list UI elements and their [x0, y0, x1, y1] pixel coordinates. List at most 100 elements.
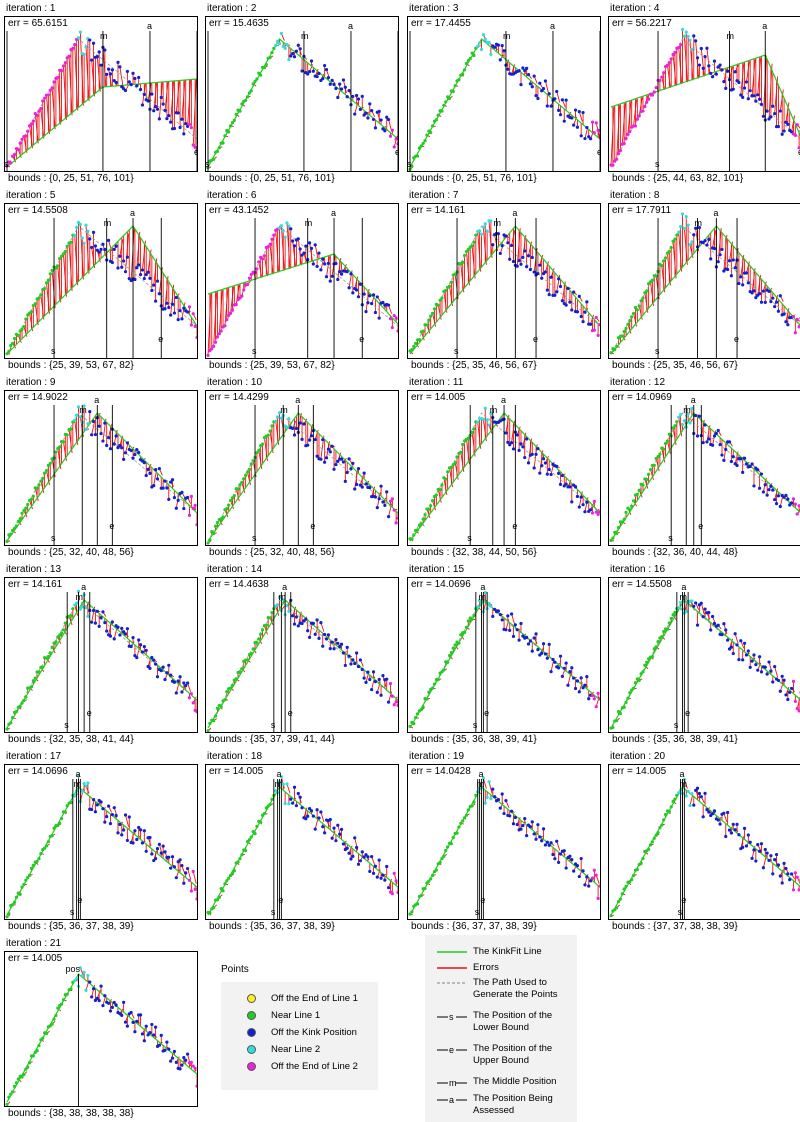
data-point [750, 462, 754, 466]
final-position-label: pos [65, 964, 80, 974]
data-point [615, 906, 619, 910]
kinkfit-line [207, 786, 398, 916]
data-point [225, 507, 229, 511]
data-point [326, 447, 330, 451]
data-point [46, 654, 50, 659]
data-point [377, 677, 381, 682]
data-point [750, 856, 754, 860]
data-point [362, 292, 366, 296]
data-point [710, 614, 715, 619]
data-point [464, 249, 469, 254]
data-point [707, 610, 711, 615]
data-point [726, 810, 730, 815]
data-point [628, 508, 632, 512]
data-point [255, 267, 259, 271]
data-point [245, 95, 250, 99]
error-value: err = 43.1452 [209, 205, 269, 216]
data-point [408, 912, 412, 916]
data-point [447, 653, 452, 658]
data-point [58, 821, 62, 825]
data-point [410, 537, 414, 541]
data-point [508, 814, 512, 818]
data-point [557, 471, 561, 475]
data-point [189, 494, 193, 498]
data-point [620, 892, 624, 896]
data-point [240, 853, 244, 857]
data-point [212, 719, 216, 723]
data-point [61, 998, 66, 1002]
data-point [122, 828, 126, 832]
data-point [532, 832, 536, 836]
data-point [746, 649, 750, 653]
data-point [746, 97, 750, 101]
data-point [332, 647, 336, 651]
data-point [187, 122, 192, 127]
data-point [108, 634, 113, 638]
data-point [306, 72, 310, 76]
data-point [773, 664, 777, 669]
data-point [396, 703, 398, 707]
error-line [556, 91, 561, 103]
data-point [575, 679, 580, 683]
data-point [172, 311, 177, 315]
data-point [705, 46, 709, 50]
data-point [54, 266, 58, 270]
data-point [466, 619, 470, 623]
position-marker-label: m [490, 405, 498, 415]
data-point [184, 1058, 188, 1062]
data-point [396, 516, 398, 520]
data-point [509, 441, 514, 445]
data-point [50, 645, 54, 649]
data-point [545, 288, 549, 292]
data-point [461, 819, 465, 823]
data-point [611, 163, 615, 167]
data-point [215, 898, 220, 902]
data-point [362, 855, 366, 859]
lines-legend-label: The Path Used to Generate the Points [473, 977, 558, 1000]
data-point [287, 57, 291, 62]
data-point [180, 117, 184, 121]
data-point [521, 255, 525, 260]
data-point [585, 300, 589, 304]
data-point [336, 823, 340, 827]
data-point [780, 881, 784, 885]
data-point [528, 82, 532, 86]
data-point [270, 50, 274, 55]
data-point [752, 484, 756, 488]
data-point [270, 424, 274, 428]
data-point [543, 270, 548, 274]
data-point [353, 836, 357, 840]
lines-legend-label: The Position of the Upper Bound [473, 1043, 553, 1066]
data-point [478, 598, 482, 603]
data-point [61, 64, 66, 68]
data-point [56, 264, 60, 268]
data-point [536, 96, 540, 101]
data-point [355, 651, 359, 655]
position-marker-label: m [301, 31, 309, 41]
data-point [581, 320, 585, 324]
data-point [712, 246, 717, 251]
data-point [523, 455, 527, 460]
data-point [536, 271, 540, 276]
position-marker-label: s [271, 720, 276, 730]
data-point [176, 111, 180, 115]
generating-path [6, 599, 197, 729]
iteration-label: iteration : 4 [610, 3, 660, 14]
data-point [304, 244, 308, 248]
data-point [628, 691, 632, 695]
data-point [172, 496, 177, 500]
error-line [119, 66, 124, 86]
data-point [311, 69, 315, 73]
data-point [523, 68, 527, 73]
data-point [193, 324, 197, 328]
data-point [572, 123, 576, 127]
data-point [679, 600, 683, 604]
data-point [712, 434, 717, 438]
